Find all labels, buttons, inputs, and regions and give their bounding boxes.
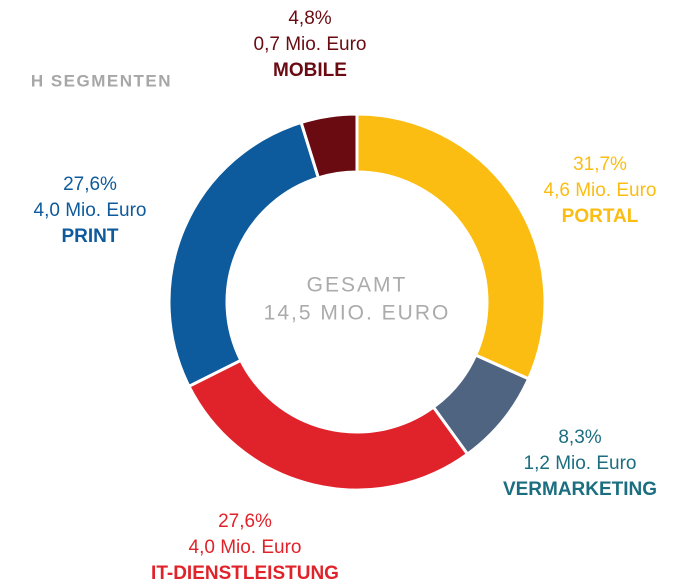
chart-title: H SEGMENTEN <box>31 71 172 90</box>
amount-label: 4,0 Mio. Euro <box>34 200 147 221</box>
category-label: VERMARKETING <box>503 479 657 500</box>
value-label: 8,3% <box>558 427 601 448</box>
value-label: 27,6% <box>218 511 272 532</box>
category-label: PORTAL <box>562 206 639 227</box>
category-label: MOBILE <box>273 60 347 81</box>
amount-label: 4,6 Mio. Euro <box>544 180 657 201</box>
donut-segment <box>167 120 321 389</box>
value-label: 4,8% <box>288 8 331 29</box>
amount-label: 4,0 Mio. Euro <box>189 537 302 558</box>
donut-segment <box>186 358 470 492</box>
donut-segment <box>299 112 359 180</box>
amount-label: 0,7 Mio. Euro <box>254 34 367 55</box>
donut-segment <box>355 112 547 381</box>
category-label: PRINT <box>62 226 119 247</box>
amount-label: 1,2 Mio. Euro <box>524 453 637 474</box>
center-text: GESAMT <box>307 274 408 297</box>
value-label: 31,7% <box>573 154 627 175</box>
category-label: IT-DIENSTLEISTUNG <box>151 563 339 584</box>
value-label: 27,6% <box>63 174 117 195</box>
center-text: 14,5 MIO. EURO <box>264 302 451 325</box>
